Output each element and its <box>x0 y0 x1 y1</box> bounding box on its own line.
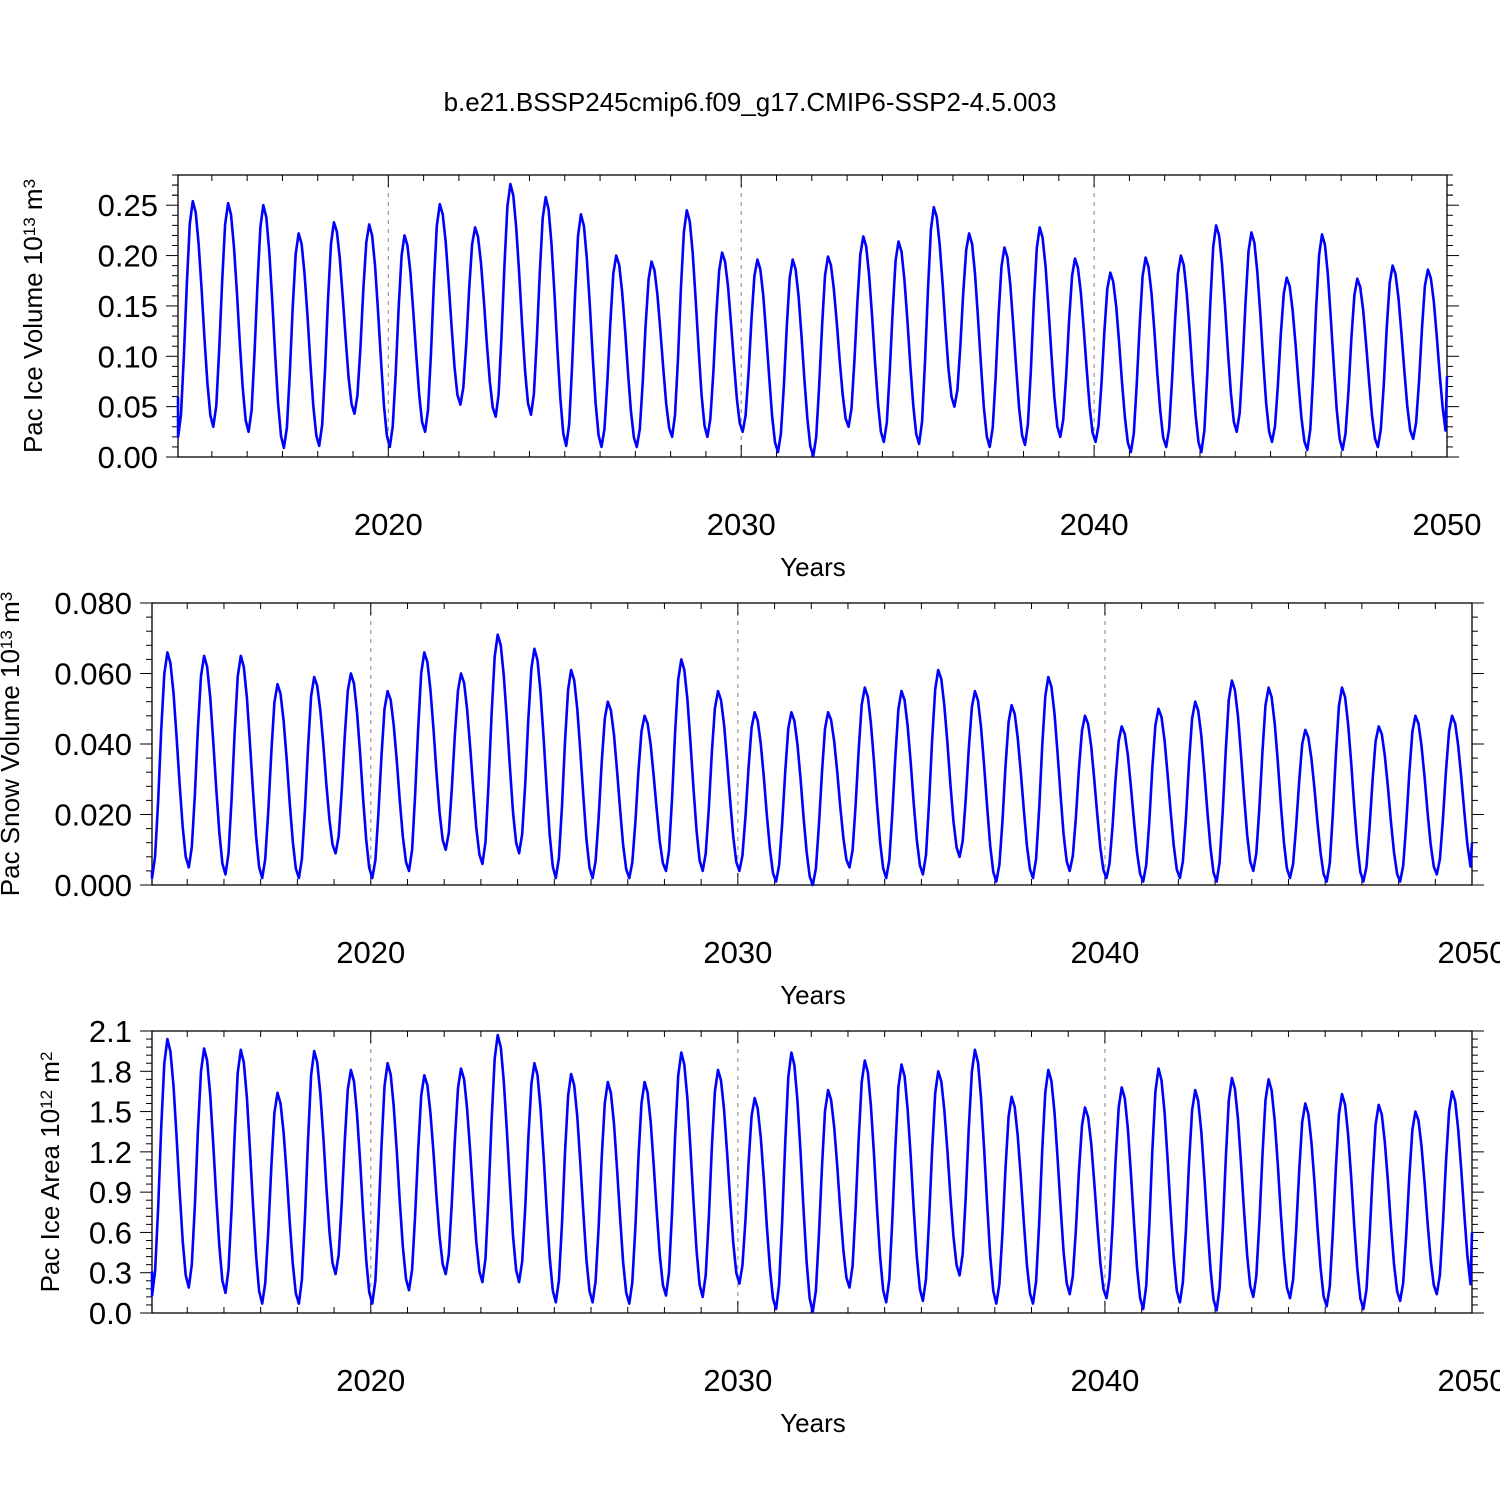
y-tick-label: 0.060 <box>54 657 132 692</box>
y-tick-label: 0.9 <box>89 1175 132 1210</box>
y-axis-label-superscript: 13 <box>0 630 16 649</box>
y-tick-label: 0.10 <box>98 339 158 374</box>
chart-panel-3: 0.0 0.3 0.6 0.9 1.2 1.5 1.8 2.1 2020 2030 2040 2050… <box>35 1014 1500 1438</box>
y-tick-label: 0.05 <box>98 390 158 425</box>
x-axis-label: Years <box>780 980 846 1010</box>
y-tick-label: 0.00 <box>98 440 158 475</box>
y-axis-label-part: Pac Ice Volume 10 <box>18 236 48 453</box>
y-tick-label: 0.040 <box>54 727 132 762</box>
chart-panel-2: 0.000 0.020 0.040 0.060 0.080 2020 2030 2040 205… <box>0 586 1500 1010</box>
x-tick-label: 2030 <box>707 507 776 542</box>
y-tick-label: 0.020 <box>54 798 132 833</box>
x-tick-label: 2040 <box>1060 507 1129 542</box>
y-axis-label-superscript: 3 <box>20 179 39 188</box>
y-tick-label: 0.0 <box>89 1296 132 1331</box>
series-line <box>176 182 1449 458</box>
y-tick-label: 0.080 <box>54 586 132 621</box>
x-tick-label: 2020 <box>336 935 405 970</box>
plot-frame <box>151 1030 1473 1314</box>
x-tick-label: 2030 <box>703 935 772 970</box>
y-tick-label: 1.8 <box>89 1054 132 1089</box>
y-tick-label: 1.2 <box>89 1135 132 1170</box>
plot-frame <box>151 602 1473 886</box>
x-tick-label: 2050 <box>1413 507 1482 542</box>
x-tick-label: 2030 <box>703 1363 772 1398</box>
y-axis-label-superscript: 12 <box>37 1090 56 1109</box>
x-tick-label: 2050 <box>1438 1363 1500 1398</box>
chart-panel-1: 0.00 0.05 0.10 0.15 0.20 0.25 2020 2030 2040 2050… <box>18 174 1482 582</box>
y-axis-label-part: m <box>0 601 25 630</box>
x-tick-label: 2020 <box>354 507 423 542</box>
y-tick-label: 2.1 <box>89 1014 132 1049</box>
x-axis-label: Years <box>780 1408 846 1438</box>
y-tick-label: 0.3 <box>89 1256 132 1291</box>
y-axis-label-part: Pac Snow Volume 10 <box>0 649 25 896</box>
y-tick-label: 1.5 <box>89 1095 132 1130</box>
y-tick-label: 0.6 <box>89 1215 132 1250</box>
y-axis-label: Pac Snow Volume 1013 m3 <box>0 592 25 896</box>
x-tick-label: 2040 <box>1070 935 1139 970</box>
y-axis-label-superscript: 13 <box>20 217 39 236</box>
y-tick-label: 0.15 <box>98 289 158 324</box>
y-axis-label-superscript: 3 <box>0 592 16 601</box>
x-tick-label: 2050 <box>1438 935 1500 970</box>
y-tick-label: 0.25 <box>98 188 158 223</box>
y-axis-label: Pac Ice Volume 1013 m3 <box>18 179 48 453</box>
series-line <box>150 1033 1474 1313</box>
y-tick-label: 0.000 <box>54 868 132 903</box>
series-line <box>150 633 1474 887</box>
y-axis-label-part: m <box>18 188 48 217</box>
y-axis-label-part: m <box>35 1061 65 1090</box>
chart-panels: 0.00 0.05 0.10 0.15 0.20 0.25 2020 2030 2040 2050… <box>0 174 1500 1438</box>
x-axis-label: Years <box>780 552 846 582</box>
plot-frame <box>177 174 1448 458</box>
x-tick-label: 2040 <box>1070 1363 1139 1398</box>
y-tick-label: 0.20 <box>98 239 158 274</box>
y-axis-label: Pac Ice Area 1012 m2 <box>35 1052 65 1293</box>
x-tick-label: 2020 <box>336 1363 405 1398</box>
y-axis-label-part: Pac Ice Area 10 <box>35 1109 65 1293</box>
figure-title: b.e21.BSSP245cmip6.f09_g17.CMIP6-SSP2-4.… <box>444 87 1057 117</box>
y-axis-label-superscript: 2 <box>37 1052 56 1061</box>
